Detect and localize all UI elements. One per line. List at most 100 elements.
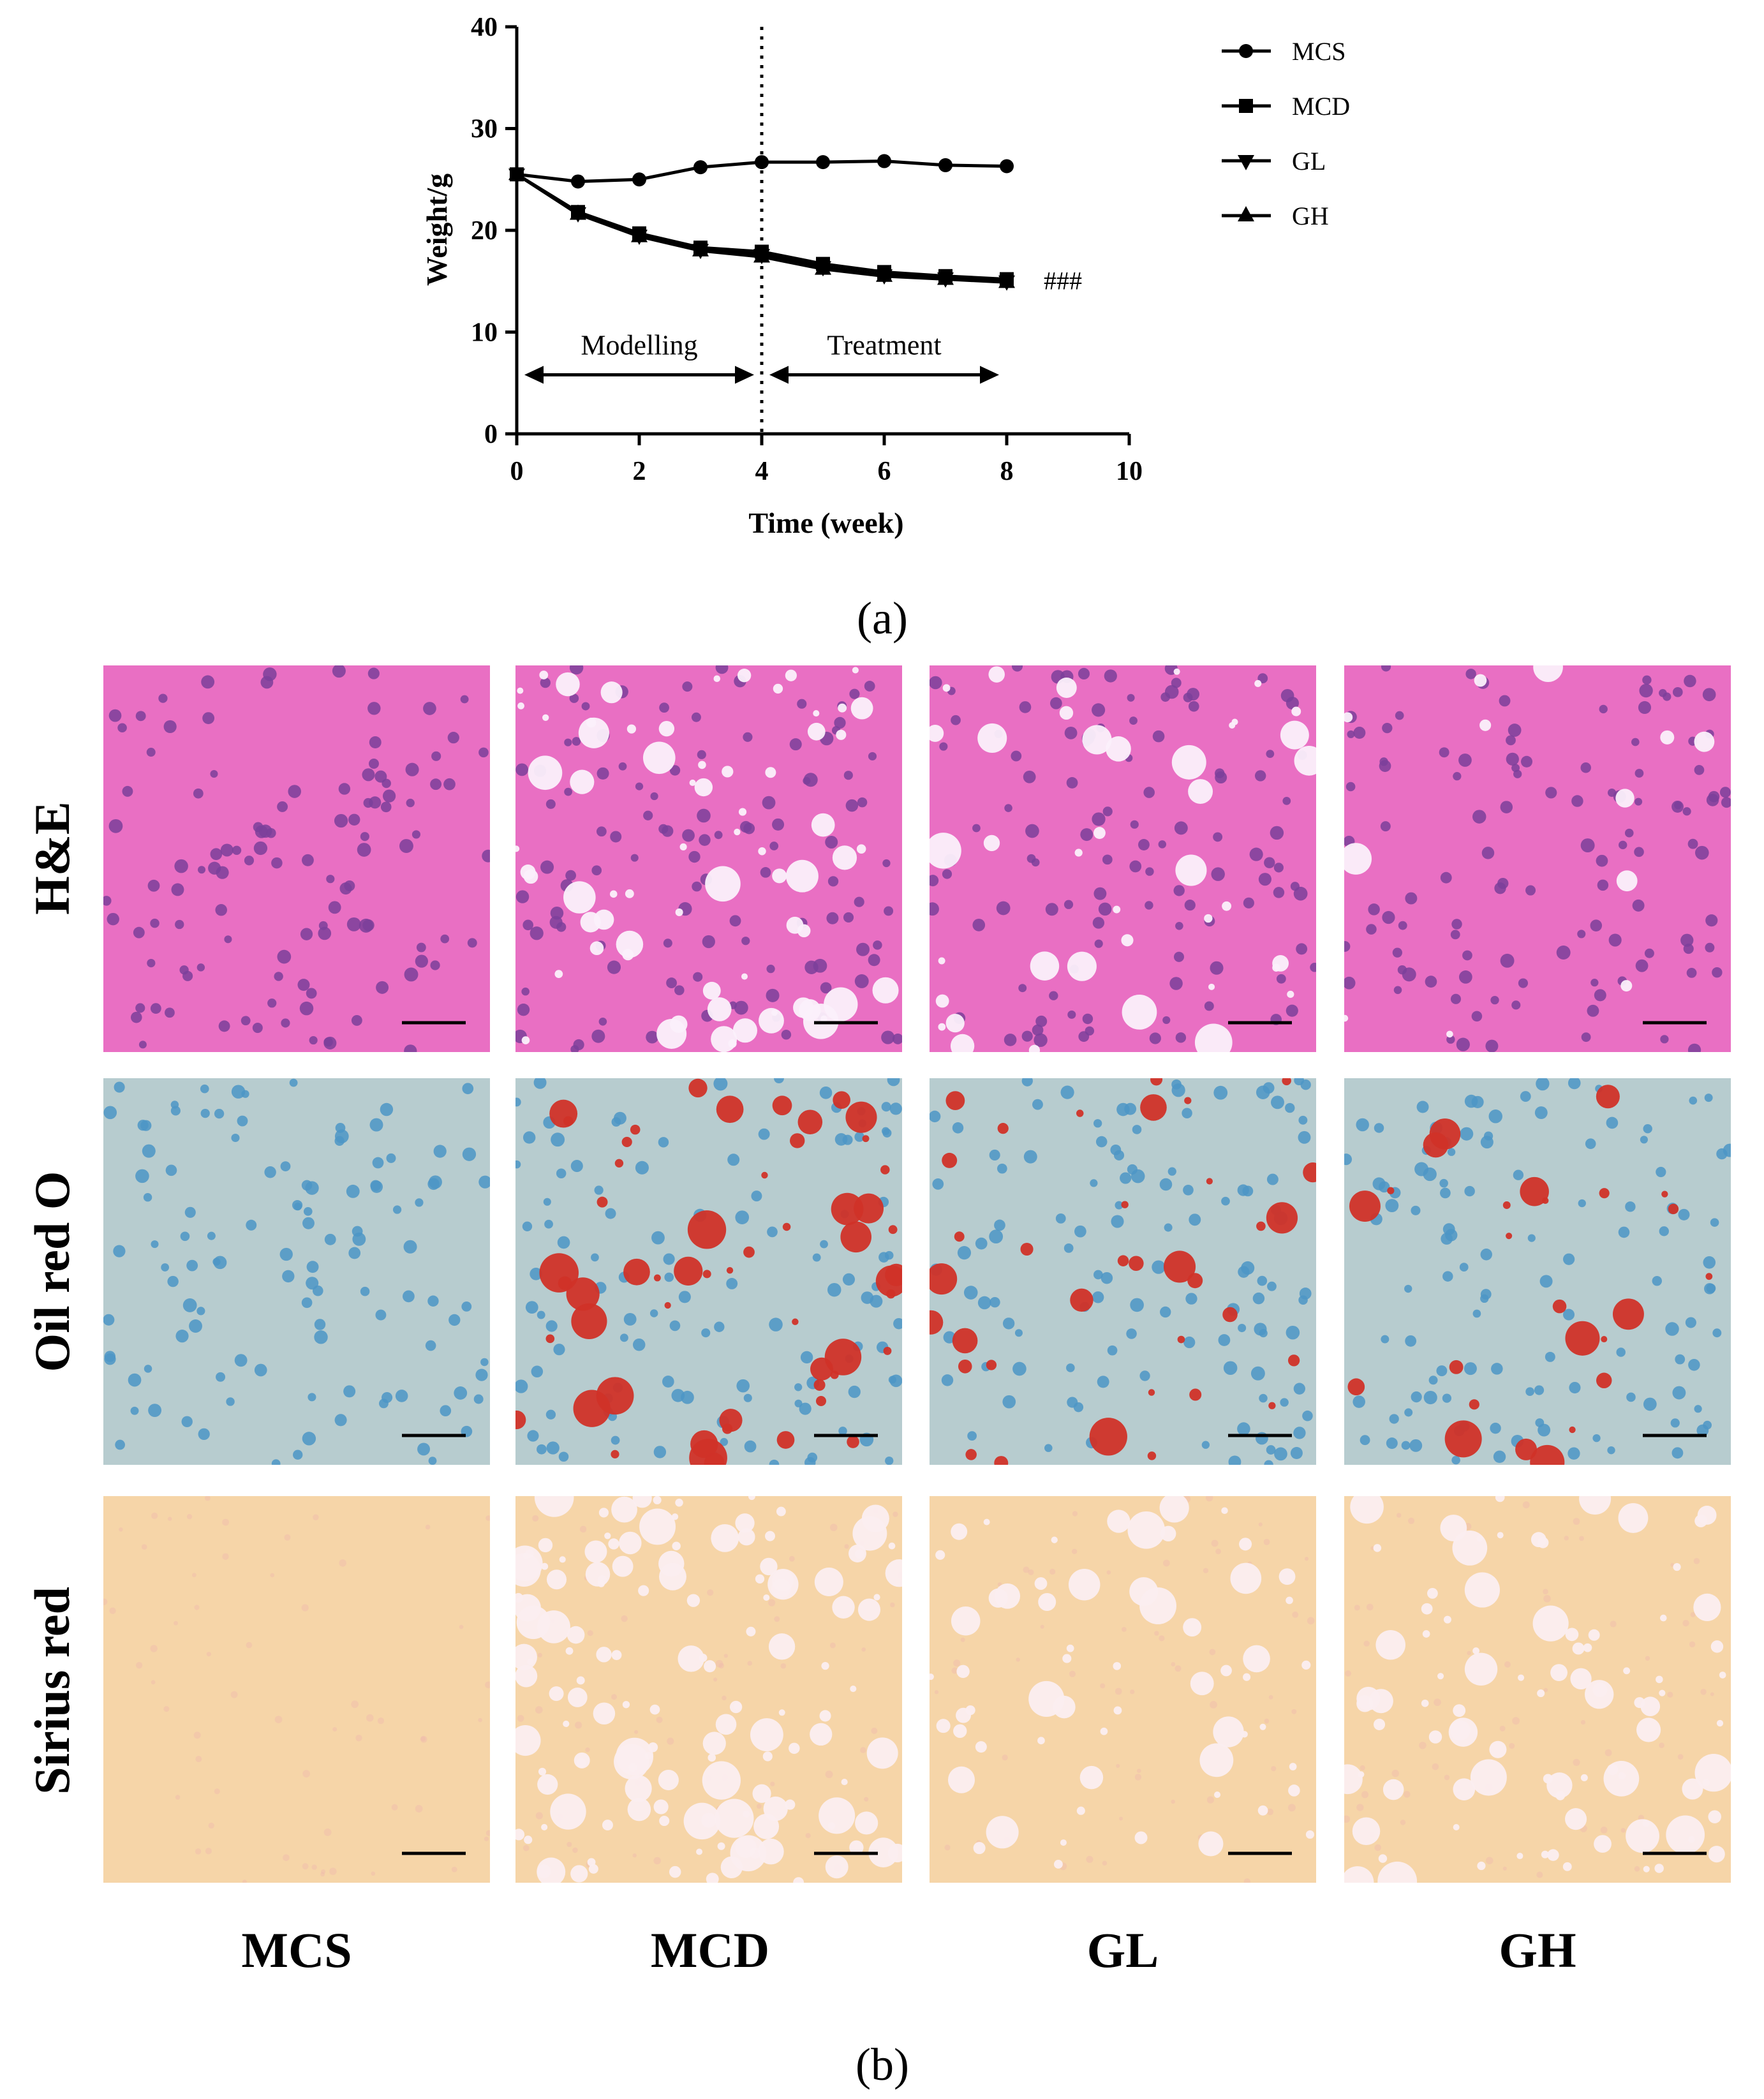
phase-annotations: Modelling Treatment	[524, 27, 999, 434]
lipid-droplet	[942, 684, 951, 692]
data-point-mcs	[755, 155, 769, 170]
nucleus	[220, 843, 233, 857]
lipid-droplet	[1588, 1629, 1600, 1641]
nucleus	[1545, 1351, 1555, 1362]
nucleus	[825, 835, 838, 849]
nucleus	[1499, 695, 1511, 707]
lipid-droplet	[717, 1842, 725, 1850]
nucleus	[140, 1120, 152, 1131]
nucleus	[1703, 1256, 1716, 1269]
nucleus	[214, 1788, 220, 1795]
nucleus	[1271, 1095, 1284, 1109]
lipid-droplet	[1204, 914, 1213, 923]
nucleus	[147, 879, 160, 892]
nucleus	[180, 1231, 190, 1242]
panel-b-label: (b)	[856, 2039, 909, 2090]
nucleus	[299, 1001, 314, 1016]
lipid-droplet	[1673, 1563, 1681, 1571]
nucleus	[682, 829, 695, 842]
nucleus	[1374, 1844, 1381, 1851]
lipid-droplet	[669, 1865, 681, 1878]
nucleus	[1444, 1774, 1450, 1781]
nucleus	[175, 1795, 181, 1800]
nucleus	[386, 1153, 396, 1163]
lipid-droplet	[1515, 1438, 1538, 1460]
nucleus	[656, 1716, 663, 1723]
nucleus	[1380, 821, 1391, 832]
lipid-droplet	[945, 1091, 965, 1111]
nucleus	[1175, 1032, 1187, 1043]
nucleus	[104, 1351, 116, 1362]
lipid-droplet	[515, 1410, 526, 1430]
nucleus	[1211, 867, 1225, 881]
nucleus	[537, 1652, 542, 1658]
nucleus	[1173, 951, 1184, 962]
lipid-droplet	[1517, 1674, 1525, 1681]
nucleus	[873, 940, 882, 950]
nucleus	[213, 1256, 227, 1270]
lipid-droplet	[1268, 1402, 1276, 1409]
nucleus	[184, 1206, 196, 1218]
nucleus	[369, 796, 382, 809]
lipid-droplet	[1294, 746, 1316, 776]
arrowhead-left-0	[524, 366, 544, 384]
nucleus	[1004, 804, 1012, 812]
lipid-droplet	[1121, 934, 1134, 947]
nucleus	[1345, 782, 1356, 792]
nucleus	[1678, 1208, 1690, 1220]
lipid-droplet	[567, 1626, 585, 1644]
x-tick-label: 6	[878, 457, 891, 486]
lipid-droplet	[705, 866, 741, 902]
nucleus	[1512, 1717, 1520, 1725]
nucleus	[425, 1340, 436, 1351]
nucleus	[1488, 1109, 1502, 1124]
nucleus	[843, 912, 854, 923]
lipid-droplet	[702, 1270, 711, 1279]
nucleus	[186, 1259, 198, 1272]
lipid-droplet	[515, 1665, 538, 1687]
nucleus	[161, 1263, 170, 1272]
nucleus	[1159, 1178, 1173, 1191]
lipid-droplet	[679, 843, 687, 850]
nucleus	[963, 1286, 978, 1300]
nucleus	[1453, 772, 1462, 781]
lipid-droplet	[1537, 1689, 1545, 1698]
lipid-droplet	[726, 1266, 734, 1274]
nucleus	[130, 1011, 142, 1023]
lipid-droplet	[707, 997, 732, 1021]
nucleus	[214, 1108, 225, 1119]
lipid-droplet	[819, 1797, 856, 1834]
nucleus	[175, 1330, 189, 1343]
legend-label-mcd: MCD	[1292, 92, 1350, 121]
nucleus	[1599, 704, 1608, 714]
nucleus	[1568, 1447, 1580, 1460]
nucleus	[210, 848, 223, 861]
nucleus	[318, 926, 332, 940]
nucleus	[1686, 968, 1697, 978]
nucleus	[893, 1317, 902, 1330]
nucleus	[1411, 1391, 1422, 1403]
nucleus	[391, 1804, 398, 1811]
nucleus	[849, 688, 860, 699]
nucleus	[1721, 797, 1731, 808]
lipid-droplet	[1129, 1256, 1144, 1271]
lipid-droplet	[625, 889, 634, 898]
lipid-droplet	[1243, 1673, 1251, 1681]
nucleus	[743, 732, 753, 742]
lipid-droplet	[758, 847, 766, 856]
nucleus	[1600, 1826, 1608, 1834]
lipid-droplet	[768, 1633, 796, 1660]
lipid-droplet	[713, 675, 721, 683]
lipid-droplet	[570, 769, 595, 794]
nucleus	[569, 693, 579, 703]
nucleus	[306, 1277, 319, 1290]
nucleus	[769, 842, 779, 850]
lipid-droplet	[565, 1647, 574, 1655]
nucleus	[537, 1444, 547, 1455]
lipid-droplet	[1254, 679, 1262, 687]
lipid-droplet	[935, 1550, 945, 1560]
nucleus	[241, 1016, 251, 1026]
data-point-gh	[998, 272, 1015, 288]
nucleus	[314, 1319, 326, 1330]
tissue-background	[1344, 665, 1731, 1052]
